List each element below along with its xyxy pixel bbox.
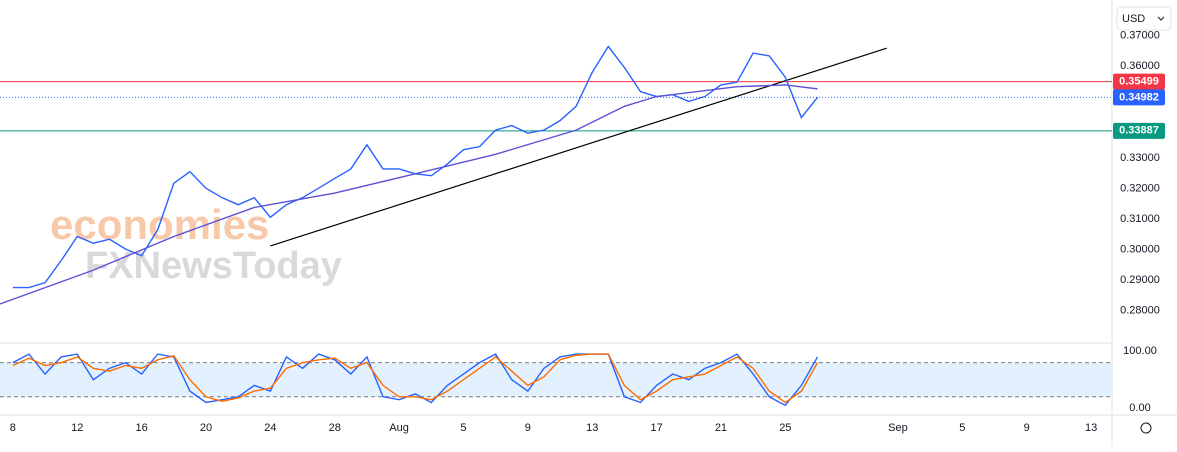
y-tick-label: 100.00 [1123,345,1157,357]
y-tick-label: 0.30000 [1120,244,1160,256]
price-tag [1113,122,1165,139]
x-tick-label: 16 [135,422,147,434]
y-tick-label: 0.31000 [1120,213,1160,225]
x-tick-label: 5 [460,422,466,434]
x-tick-label: 5 [959,422,965,434]
chevron [1157,16,1165,21]
series-line [12,353,819,404]
trendline [270,47,887,247]
watermark: FXNewsToday [85,245,342,287]
x-tick-label: 24 [264,422,276,434]
x-tick-label: 28 [329,422,341,434]
x-tick-label: 12 [71,422,83,434]
x-tick-label: Aug [389,422,409,434]
x-tick-label: 25 [779,422,791,434]
settings-icon[interactable] [1140,422,1152,434]
price-tag-label: 0.34982 [1119,91,1159,103]
currency-select[interactable] [1116,6,1172,31]
y-tick-label: 0.00 [1129,402,1150,414]
x-tick-label: 20 [200,422,212,434]
price-tag [1113,73,1165,90]
y-tick-label: 0.28000 [1120,305,1160,317]
x-tick-label: 9 [525,422,531,434]
x-tick-label: 21 [715,422,727,434]
price-tag [1113,89,1165,106]
x-tick-label: 17 [650,422,662,434]
x-tick-label: 8 [10,422,16,434]
x-tick-label: 9 [1024,422,1030,434]
stoch-band [0,362,1112,397]
y-tick-label: 0.32000 [1120,182,1160,194]
x-tick-label: 13 [1085,422,1097,434]
y-tick-label: 0.33000 [1120,152,1160,164]
series-line [0,84,818,305]
currency[interactable]: USD [1122,13,1145,25]
y-tick-label: 0.36000 [1120,60,1160,72]
y-tick-label: 0.29000 [1120,274,1160,286]
y-tick-label: 0.37000 [1120,30,1160,42]
x-tick-label: Sep [888,422,908,434]
x-tick-label: 13 [586,422,598,434]
price-tag-label: 0.35499 [1119,75,1159,87]
price-tag-label: 0.33887 [1119,125,1159,137]
